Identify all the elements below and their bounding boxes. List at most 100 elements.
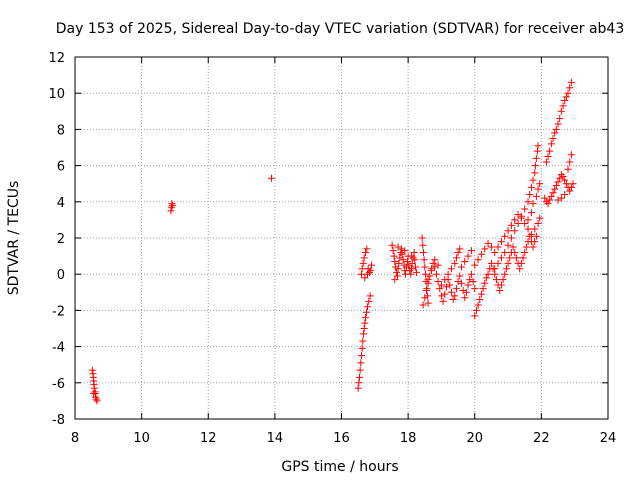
data-point — [532, 232, 540, 240]
data-point — [534, 220, 542, 228]
data-point — [501, 232, 509, 240]
data-point — [546, 196, 554, 204]
data-point — [521, 248, 529, 256]
data-point — [359, 330, 367, 338]
data-point — [509, 243, 517, 251]
data-point — [432, 270, 440, 278]
data-point — [449, 296, 457, 304]
data-point — [531, 169, 539, 177]
data-point — [557, 171, 565, 179]
data-point — [544, 200, 552, 208]
data-point — [471, 261, 479, 269]
y-tick-label: 0 — [57, 268, 65, 283]
data-point — [566, 84, 574, 92]
data-point — [552, 125, 560, 133]
data-point — [361, 314, 369, 322]
data-point — [474, 256, 482, 264]
data-point — [447, 265, 455, 273]
data-point — [358, 265, 366, 273]
data-point — [501, 270, 509, 278]
data-point — [561, 191, 569, 199]
data-point — [419, 241, 427, 249]
y-tick-label: -8 — [52, 413, 65, 428]
data-point — [562, 93, 570, 101]
data-point — [354, 384, 362, 392]
x-tick-label: 18 — [400, 431, 417, 446]
data-point — [363, 303, 371, 311]
data-point — [464, 252, 472, 260]
data-point — [268, 174, 276, 182]
data-point — [497, 254, 505, 262]
data-point — [529, 200, 537, 208]
data-point — [561, 96, 569, 104]
data-point — [527, 183, 535, 191]
data-point — [407, 252, 415, 260]
x-tick-label: 10 — [133, 431, 150, 446]
data-point — [401, 247, 409, 255]
data-point — [422, 286, 430, 294]
data-point — [541, 194, 549, 202]
data-point — [451, 292, 459, 300]
data-point — [467, 247, 475, 255]
data-point — [529, 243, 537, 251]
data-point — [521, 220, 529, 228]
data-point — [531, 225, 539, 233]
data-point — [457, 263, 465, 271]
data-point — [367, 267, 375, 275]
data-point — [484, 270, 492, 278]
data-point — [361, 319, 369, 327]
data-point — [411, 263, 419, 271]
data-point — [564, 165, 572, 173]
data-point — [512, 254, 520, 262]
data-point — [359, 259, 367, 267]
data-point — [566, 158, 574, 166]
data-point — [504, 259, 512, 267]
data-point — [466, 276, 474, 284]
chart-title: Day 153 of 2025, Sidereal Day-to-day VTE… — [56, 21, 625, 37]
data-point — [409, 254, 417, 262]
data-point — [93, 397, 101, 405]
y-tick-label: 8 — [57, 123, 65, 138]
data-point — [452, 285, 460, 293]
data-point — [564, 89, 572, 97]
data-points — [88, 78, 577, 405]
data-point — [532, 192, 540, 200]
x-tick-label: 22 — [533, 431, 550, 446]
plot-frame — [74, 56, 609, 420]
data-point — [524, 225, 532, 233]
y-tick-label: 4 — [57, 196, 65, 211]
data-point — [410, 248, 418, 256]
data-point — [497, 281, 505, 289]
data-point — [412, 268, 420, 276]
data-point — [444, 270, 452, 278]
data-point — [479, 285, 487, 293]
x-tick-label: 8 — [71, 431, 79, 446]
data-point — [403, 258, 411, 266]
data-point — [424, 276, 432, 284]
data-point — [554, 178, 562, 186]
data-point — [487, 259, 495, 267]
data-point — [361, 248, 369, 256]
data-point — [441, 290, 449, 298]
data-point — [360, 325, 368, 332]
data-point — [529, 176, 537, 184]
data-point — [561, 176, 569, 184]
x-axis-ticks: 8 10 12 14 16 18 20 22 24 — [71, 57, 616, 446]
data-point — [524, 198, 532, 206]
data-point — [389, 247, 397, 255]
data-point — [431, 263, 439, 271]
data-point — [531, 238, 539, 246]
grid — [75, 57, 608, 419]
data-point — [556, 174, 564, 182]
data-point — [567, 151, 575, 159]
data-point — [357, 359, 365, 367]
data-point — [92, 393, 100, 401]
data-point — [546, 147, 554, 155]
data-point — [446, 281, 454, 289]
data-point — [501, 248, 509, 256]
x-tick-label: 20 — [466, 431, 483, 446]
data-point — [521, 205, 529, 213]
data-point — [421, 263, 429, 271]
data-point — [355, 379, 363, 387]
data-point — [363, 270, 371, 278]
